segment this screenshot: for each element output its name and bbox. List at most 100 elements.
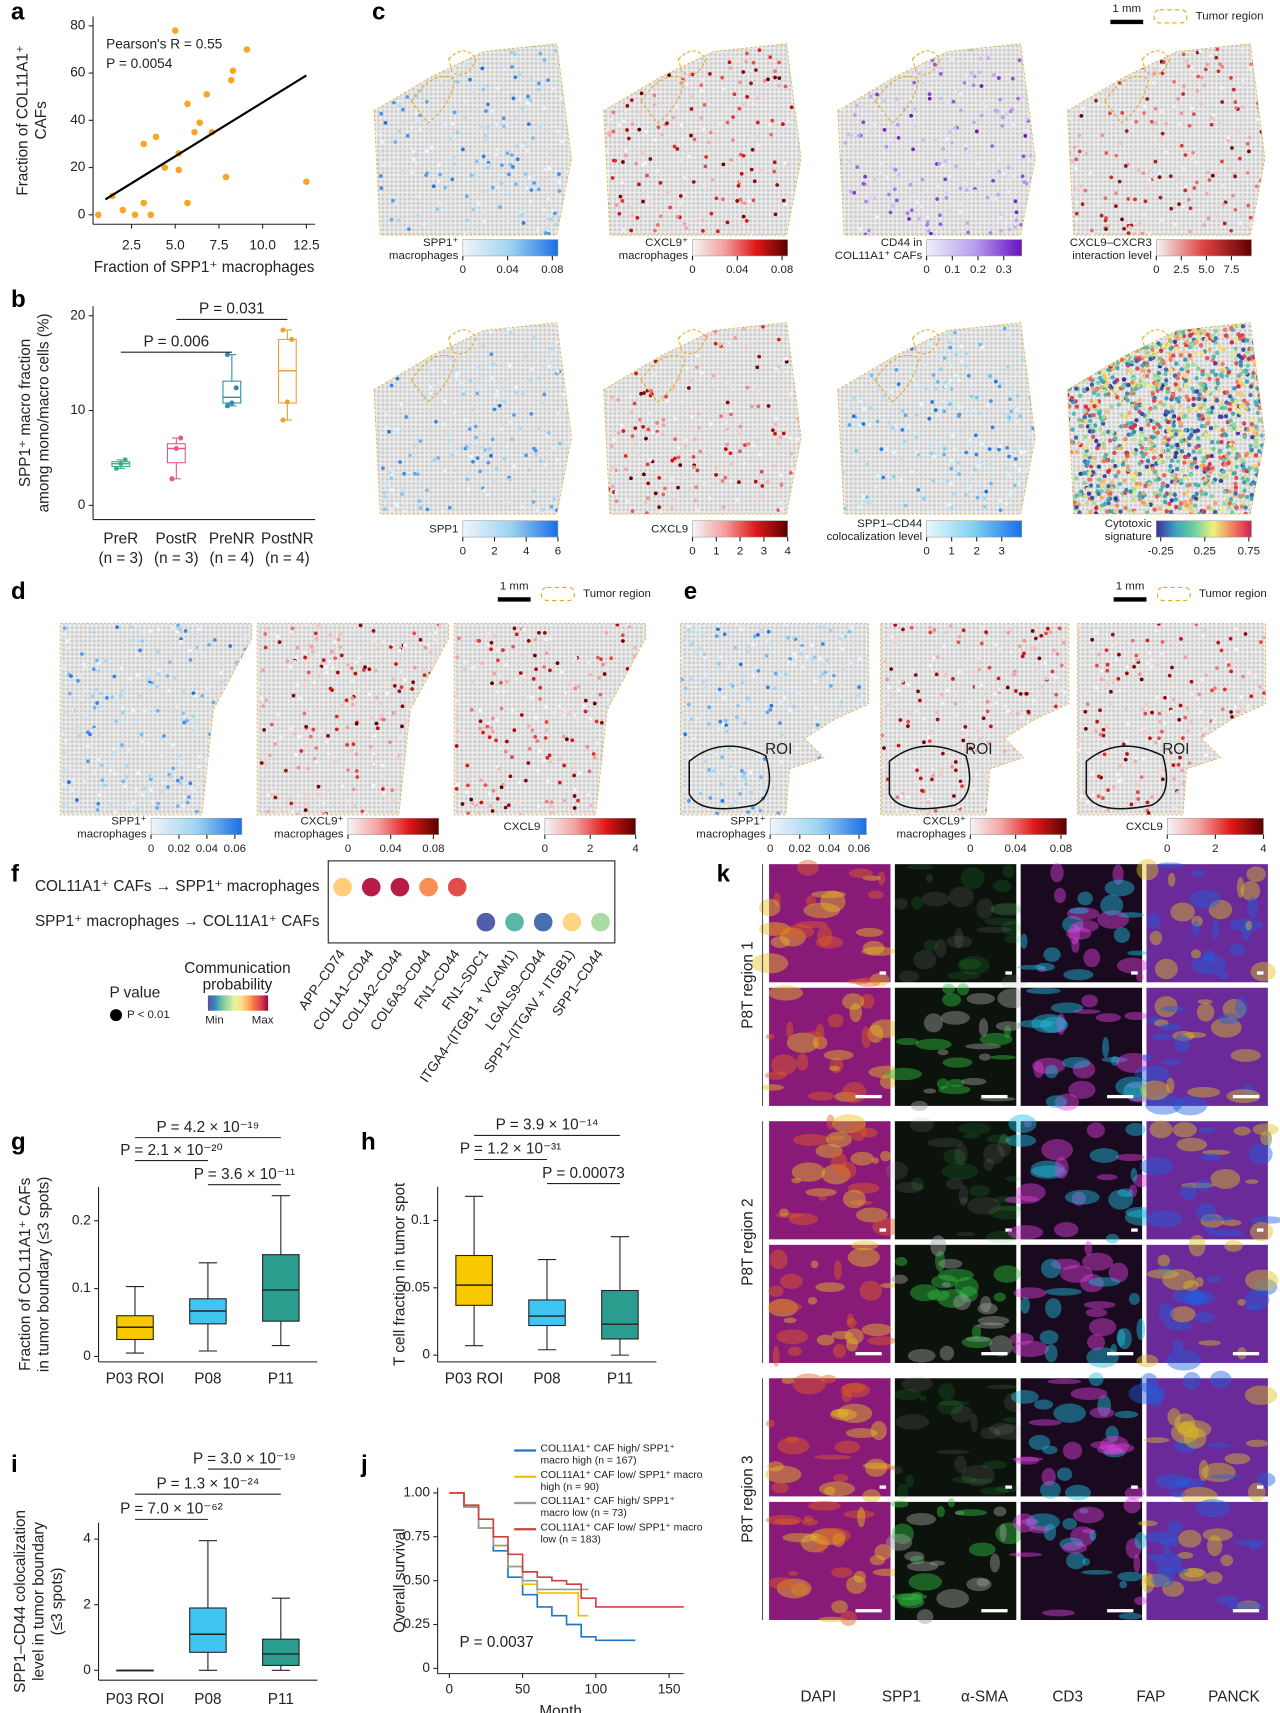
map-spot <box>1184 324 1189 329</box>
map-spot <box>171 709 176 713</box>
tissue-outline <box>837 43 1036 236</box>
map-spot <box>1151 45 1155 49</box>
map-spot <box>951 336 956 340</box>
map-spot <box>725 442 730 447</box>
map-spot <box>411 157 416 161</box>
map-spot <box>573 398 577 402</box>
map-spot <box>489 647 493 652</box>
map-spot <box>436 764 440 768</box>
map-spot <box>746 442 751 446</box>
map-spot <box>86 759 90 764</box>
map-spot <box>338 645 343 649</box>
map-spot <box>756 120 760 125</box>
map-spot <box>1082 494 1088 499</box>
map-spot <box>369 217 373 221</box>
map-spot <box>525 149 530 153</box>
map-spot <box>353 671 358 676</box>
map-spot <box>503 379 508 384</box>
map-spot <box>1268 335 1272 339</box>
map-spot <box>399 98 404 103</box>
map-spot <box>727 322 732 327</box>
map-spot <box>511 165 515 169</box>
map-spot <box>682 222 687 226</box>
map-spot <box>1090 495 1095 500</box>
map-spot <box>517 72 522 77</box>
map-spot <box>745 385 750 390</box>
map-spot <box>1226 504 1232 509</box>
map-spot <box>699 370 704 375</box>
map-spot <box>1177 202 1181 206</box>
map-spot <box>776 364 781 369</box>
map-spot <box>1016 805 1020 809</box>
map-spot <box>1266 381 1270 385</box>
map-spot <box>376 86 381 90</box>
tumor-legend-label: Tumor region <box>1199 588 1267 600</box>
map-spot <box>676 445 681 450</box>
map-spot <box>653 138 658 142</box>
map-spot <box>1080 335 1085 340</box>
map-spot <box>486 492 490 497</box>
map-spot <box>699 89 704 93</box>
map-spot <box>977 411 981 415</box>
map-spot <box>837 152 840 157</box>
map-spot <box>311 727 316 732</box>
map-spot <box>1037 483 1041 487</box>
map-spot <box>126 747 131 752</box>
map-spot <box>1010 76 1015 81</box>
map-spot <box>701 77 705 82</box>
map-spot <box>665 121 669 126</box>
y-tick-label: 0.50 <box>403 1572 430 1587</box>
map-spot <box>362 668 366 672</box>
map-spot <box>1067 196 1070 200</box>
map-spot <box>603 196 604 201</box>
map-spot <box>796 417 800 421</box>
map-spot <box>855 342 860 346</box>
map-spot <box>1260 504 1265 509</box>
map-spot <box>525 100 530 105</box>
map-spot <box>648 157 653 161</box>
map-spot <box>1090 228 1094 233</box>
map-spot <box>901 627 905 632</box>
map-spot <box>952 447 957 452</box>
map-spot <box>175 778 180 783</box>
map-spot <box>421 343 426 348</box>
survival-curve <box>449 1492 589 1591</box>
map-spot <box>561 734 566 739</box>
colorbar <box>150 817 243 835</box>
map-spot <box>1067 392 1070 398</box>
map-spot <box>295 682 300 687</box>
map-spot <box>716 325 721 330</box>
map-spot <box>1153 159 1158 164</box>
tissue <box>454 623 646 815</box>
map-spot <box>861 494 866 499</box>
colorbar-tick-label: 0 <box>148 843 154 855</box>
map-spot <box>997 158 1001 163</box>
map-spot <box>112 772 117 776</box>
map-spot <box>1165 442 1170 448</box>
map-spot <box>330 659 335 663</box>
map-spot <box>340 784 345 789</box>
map-spot <box>455 79 460 84</box>
map-spot <box>1000 115 1005 119</box>
map-spot <box>1050 673 1055 678</box>
map-spot <box>1086 367 1091 373</box>
map-spot <box>62 710 67 715</box>
map-spot <box>841 470 846 474</box>
map-spot <box>1149 446 1154 451</box>
map-spot <box>1262 363 1265 368</box>
map-spot <box>804 345 808 349</box>
map-spot <box>618 86 622 91</box>
map-spot <box>796 336 801 341</box>
map-spot <box>1094 400 1099 405</box>
map-spot <box>860 709 864 713</box>
dot <box>333 877 352 897</box>
map-spot <box>79 674 84 678</box>
map-spot <box>966 373 971 378</box>
map-spot <box>1227 394 1233 399</box>
map-spot <box>506 218 510 223</box>
map-spot <box>868 195 873 200</box>
map-spot <box>974 772 979 777</box>
map-spot <box>1160 65 1165 69</box>
map-spot <box>740 200 744 205</box>
map-spot <box>95 808 100 812</box>
